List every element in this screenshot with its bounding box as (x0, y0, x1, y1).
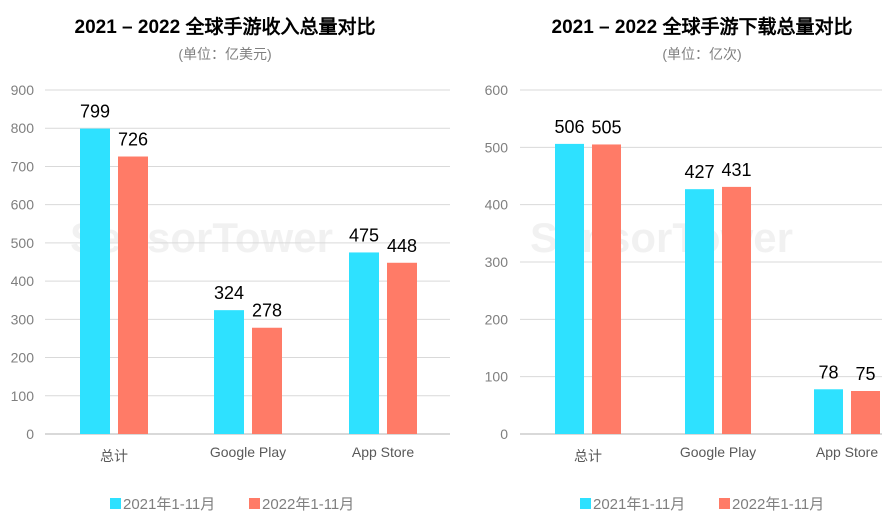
x-category-label: App Store (352, 444, 414, 460)
chart-subtitle: (单位：亿美元) (178, 46, 271, 62)
x-category-label: Google Play (210, 444, 286, 460)
y-tick-label: 100 (485, 369, 509, 385)
x-category-label: App Store (816, 444, 878, 460)
data-label: 278 (252, 301, 282, 321)
bar-2022 (252, 327, 282, 434)
data-label: 427 (684, 162, 714, 182)
data-label: 475 (349, 225, 379, 245)
y-tick-label: 700 (11, 158, 35, 174)
bar-2022 (118, 156, 148, 435)
bar-2021 (349, 252, 379, 434)
bar-2021 (214, 310, 244, 434)
y-tick-label: 0 (500, 426, 508, 442)
data-label: 448 (387, 236, 417, 256)
chart-title: 2021 – 2022 全球手游收入总量对比 (75, 15, 376, 38)
legend-swatch (719, 498, 730, 509)
bar-2021 (555, 143, 584, 435)
legend-swatch (249, 498, 260, 509)
y-tick-label: 200 (485, 311, 509, 327)
y-tick-label: 900 (11, 82, 35, 98)
data-label: 78 (818, 362, 838, 382)
data-label: 431 (721, 160, 751, 180)
legend-label: 2022年1-11月 (732, 496, 824, 513)
bar-2021 (814, 389, 843, 434)
legend-label: 2021年1-11月 (123, 496, 215, 513)
legend-label: 2022年1-11月 (262, 496, 354, 513)
y-tick-label: 300 (485, 254, 509, 270)
bar-2022 (851, 391, 880, 434)
bar-2022 (722, 186, 751, 434)
bar-2021 (80, 128, 110, 435)
legend-label: 2021年1-11月 (593, 496, 685, 513)
y-tick-label: 800 (11, 120, 35, 136)
chart-1: 2021 – 2022 全球手游下载总量对比(单位：亿次)SensorTower… (485, 15, 882, 513)
x-category-label: Google Play (680, 444, 756, 460)
y-tick-label: 400 (485, 197, 509, 213)
y-tick-label: 400 (11, 273, 35, 289)
chart-0: 2021 – 2022 全球手游收入总量对比 (单位：亿美元) SensorTowe… (11, 15, 450, 513)
chart-title: 2021 – 2022 全球手游下载总量对比 (552, 15, 853, 38)
legend-swatch (110, 498, 121, 509)
data-label: 506 (554, 117, 584, 137)
y-tick-label: 500 (485, 139, 509, 155)
y-tick-label: 300 (11, 311, 35, 327)
y-tick-label: 600 (11, 197, 35, 213)
x-category-label: 总计 (100, 448, 128, 464)
y-tick-label: 200 (11, 350, 35, 366)
bar-2022 (592, 144, 621, 434)
data-label: 505 (591, 117, 621, 137)
watermark: SensorTower (70, 214, 333, 261)
x-category-label: 总计 (574, 448, 602, 464)
y-tick-label: 0 (26, 426, 34, 442)
y-tick-label: 600 (485, 82, 509, 98)
y-tick-label: 100 (11, 388, 35, 404)
data-label: 799 (80, 102, 110, 122)
data-label: 324 (214, 283, 244, 303)
bar-2022 (387, 262, 417, 434)
data-label: 726 (118, 130, 148, 150)
data-label: 75 (855, 364, 875, 384)
bar-2021 (685, 189, 714, 434)
legend-swatch (580, 498, 591, 509)
y-tick-label: 500 (11, 235, 35, 251)
chart-subtitle: (单位：亿次) (662, 46, 741, 62)
